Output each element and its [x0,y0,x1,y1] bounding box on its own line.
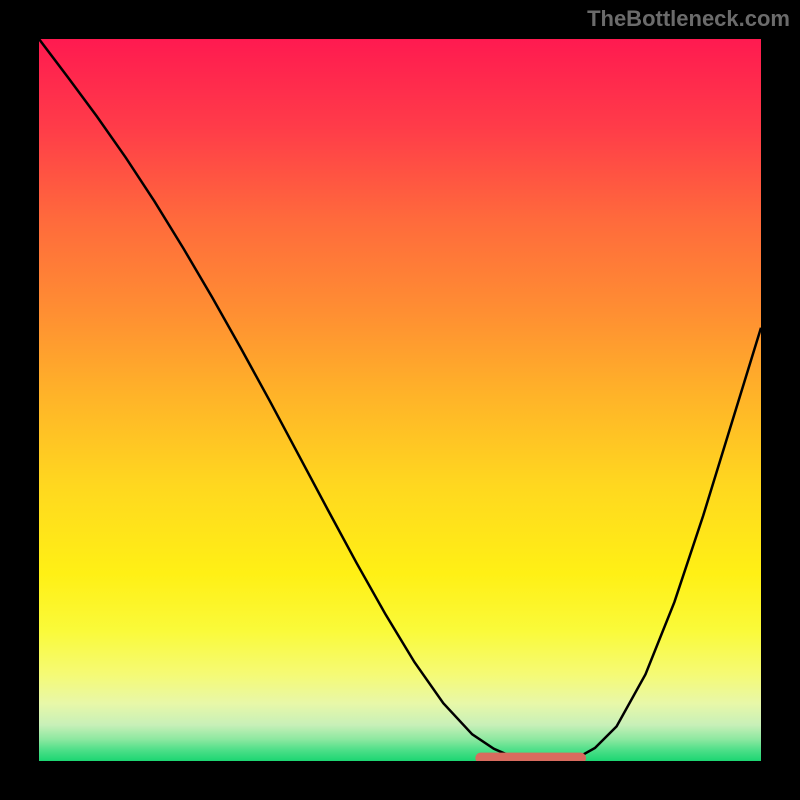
gradient-background [39,39,761,761]
plot-area [39,39,761,761]
chart-svg [39,39,761,761]
chart-container: TheBottleneck.com [0,0,800,800]
watermark-text: TheBottleneck.com [587,6,790,32]
